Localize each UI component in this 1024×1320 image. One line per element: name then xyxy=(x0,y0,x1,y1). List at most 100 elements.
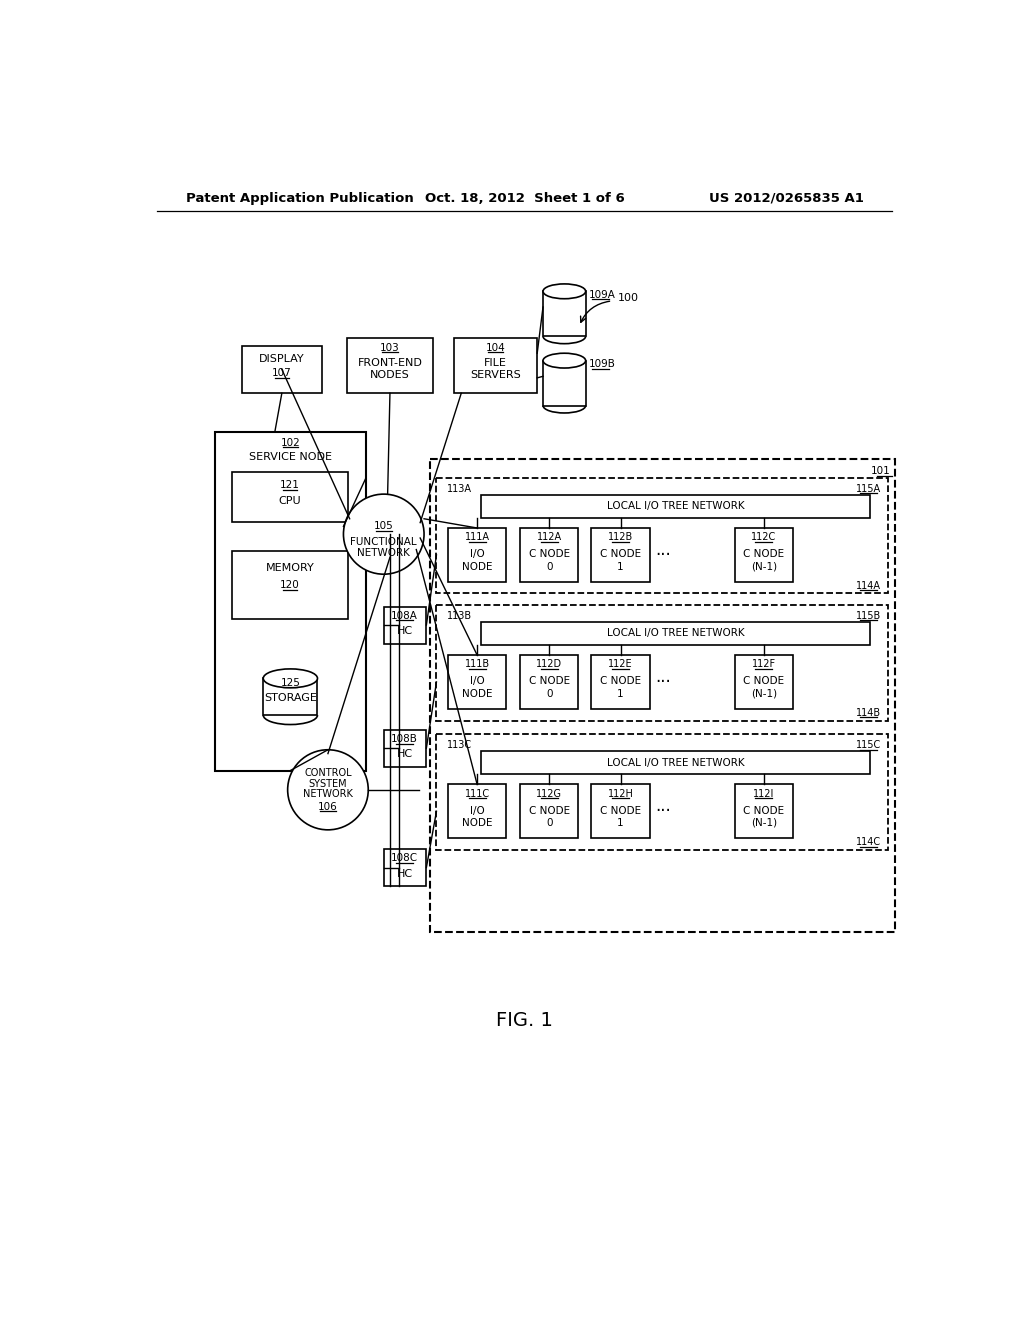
FancyBboxPatch shape xyxy=(543,360,586,405)
FancyBboxPatch shape xyxy=(735,784,793,838)
Ellipse shape xyxy=(543,284,586,298)
Text: ···: ··· xyxy=(655,673,672,690)
Text: I/O: I/O xyxy=(470,676,484,686)
Text: 112E: 112E xyxy=(608,659,633,669)
Text: 121: 121 xyxy=(280,480,300,490)
Text: 111B: 111B xyxy=(465,659,489,669)
Text: SERVERS: SERVERS xyxy=(470,370,521,380)
Text: LOCAL I/O TREE NETWORK: LOCAL I/O TREE NETWORK xyxy=(607,502,744,511)
Text: MEMORY: MEMORY xyxy=(265,564,314,573)
Text: 115B: 115B xyxy=(856,611,882,620)
FancyBboxPatch shape xyxy=(231,552,348,619)
FancyBboxPatch shape xyxy=(449,784,506,838)
Text: ···: ··· xyxy=(655,803,672,820)
Text: 114A: 114A xyxy=(856,581,882,591)
FancyBboxPatch shape xyxy=(520,655,579,709)
Text: (N-1): (N-1) xyxy=(751,818,777,828)
Ellipse shape xyxy=(263,669,317,688)
Text: C NODE: C NODE xyxy=(600,549,641,560)
Text: FILE: FILE xyxy=(484,358,507,368)
Text: 111A: 111A xyxy=(465,532,489,543)
Text: 0: 0 xyxy=(546,689,553,698)
Text: NODES: NODES xyxy=(370,370,410,380)
Text: STORAGE: STORAGE xyxy=(264,693,316,704)
Text: DISPLAY: DISPLAY xyxy=(259,354,305,364)
Text: 120: 120 xyxy=(281,579,300,590)
Text: 105: 105 xyxy=(374,521,393,532)
Text: CONTROL: CONTROL xyxy=(304,768,352,777)
FancyBboxPatch shape xyxy=(384,607,426,644)
Text: FRONT-END: FRONT-END xyxy=(357,358,422,368)
Text: NETWORK: NETWORK xyxy=(303,789,353,800)
FancyBboxPatch shape xyxy=(592,784,649,838)
Text: ···: ··· xyxy=(655,546,672,564)
Text: 100: 100 xyxy=(617,293,639,302)
Text: C NODE: C NODE xyxy=(528,676,569,686)
Text: 114C: 114C xyxy=(856,837,882,847)
FancyBboxPatch shape xyxy=(263,678,317,715)
Text: 112B: 112B xyxy=(608,532,633,543)
Text: 108A: 108A xyxy=(391,611,418,620)
Text: C NODE: C NODE xyxy=(743,805,784,816)
Text: NODE: NODE xyxy=(462,818,493,828)
Text: 102: 102 xyxy=(281,437,300,447)
Text: LOCAL I/O TREE NETWORK: LOCAL I/O TREE NETWORK xyxy=(607,758,744,768)
Text: 0: 0 xyxy=(546,561,553,572)
Text: HC: HC xyxy=(396,750,413,759)
Text: Patent Application Publication: Patent Application Publication xyxy=(186,191,414,205)
Text: 108B: 108B xyxy=(391,734,418,744)
FancyBboxPatch shape xyxy=(592,655,649,709)
FancyBboxPatch shape xyxy=(481,622,870,645)
FancyBboxPatch shape xyxy=(430,459,895,932)
Text: C NODE: C NODE xyxy=(528,805,569,816)
FancyBboxPatch shape xyxy=(481,495,870,517)
FancyBboxPatch shape xyxy=(215,432,366,771)
FancyBboxPatch shape xyxy=(436,478,888,594)
Text: FUNCTIONAL: FUNCTIONAL xyxy=(350,537,417,546)
Text: 106: 106 xyxy=(318,801,338,812)
Text: 115A: 115A xyxy=(856,483,882,494)
FancyBboxPatch shape xyxy=(481,751,870,775)
Text: HC: HC xyxy=(396,626,413,636)
Text: C NODE: C NODE xyxy=(528,549,569,560)
FancyBboxPatch shape xyxy=(384,849,426,886)
Text: 111C: 111C xyxy=(465,788,489,799)
Text: (N-1): (N-1) xyxy=(751,689,777,698)
FancyBboxPatch shape xyxy=(242,346,322,393)
Text: LOCAL I/O TREE NETWORK: LOCAL I/O TREE NETWORK xyxy=(607,628,744,639)
Circle shape xyxy=(288,750,369,830)
Text: 112F: 112F xyxy=(752,659,776,669)
FancyBboxPatch shape xyxy=(520,528,579,582)
Text: SERVICE NODE: SERVICE NODE xyxy=(249,453,332,462)
FancyBboxPatch shape xyxy=(520,784,579,838)
Text: 113C: 113C xyxy=(447,741,472,750)
Text: 107: 107 xyxy=(272,368,292,379)
Text: 0: 0 xyxy=(546,818,553,828)
Text: 108C: 108C xyxy=(391,853,418,863)
Text: C NODE: C NODE xyxy=(743,676,784,686)
Text: Oct. 18, 2012  Sheet 1 of 6: Oct. 18, 2012 Sheet 1 of 6 xyxy=(425,191,625,205)
Text: 113B: 113B xyxy=(447,611,472,620)
Text: 1: 1 xyxy=(617,689,624,698)
Text: 114B: 114B xyxy=(856,708,882,718)
Text: C NODE: C NODE xyxy=(743,549,784,560)
Text: 101: 101 xyxy=(870,466,891,477)
Circle shape xyxy=(343,494,424,574)
FancyBboxPatch shape xyxy=(231,471,348,521)
Text: C NODE: C NODE xyxy=(600,805,641,816)
FancyBboxPatch shape xyxy=(384,730,426,767)
Text: NODE: NODE xyxy=(462,561,493,572)
Text: NODE: NODE xyxy=(462,689,493,698)
FancyBboxPatch shape xyxy=(449,655,506,709)
Text: 112G: 112G xyxy=(537,788,562,799)
Text: 109A: 109A xyxy=(589,289,615,300)
Text: 103: 103 xyxy=(380,343,399,352)
Text: C NODE: C NODE xyxy=(600,676,641,686)
Text: 125: 125 xyxy=(281,677,300,688)
FancyBboxPatch shape xyxy=(543,292,586,337)
Text: HC: HC xyxy=(396,869,413,879)
Text: 112D: 112D xyxy=(537,659,562,669)
FancyBboxPatch shape xyxy=(454,338,538,393)
FancyBboxPatch shape xyxy=(436,734,888,850)
FancyBboxPatch shape xyxy=(735,655,793,709)
